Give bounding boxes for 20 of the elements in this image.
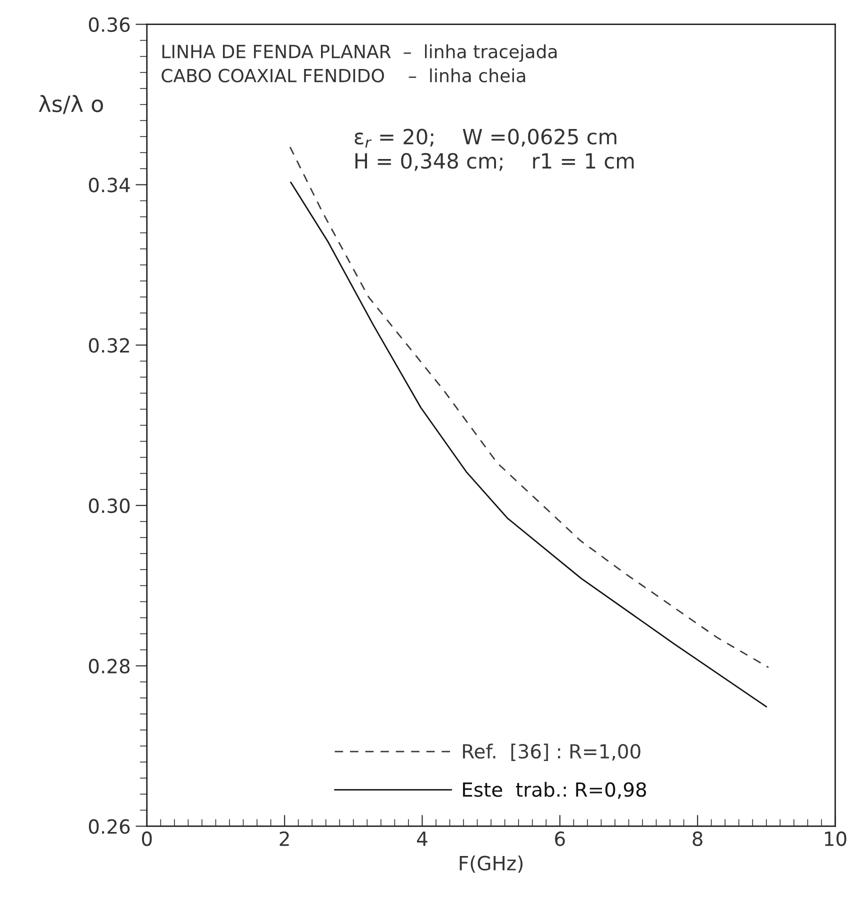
x-tick-label: 6 bbox=[555, 831, 565, 846]
x-tick-label: 4 bbox=[416, 832, 428, 846]
x-axis-title: F(GHz) bbox=[460, 855, 523, 873]
y-tick-label: 0.36 bbox=[88, 17, 130, 32]
x-tick-label: 0 bbox=[142, 831, 152, 846]
y-tick-label: 0.30 bbox=[88, 498, 130, 514]
x-tick-label: 2 bbox=[280, 831, 289, 846]
y-tick-label: 0.26 bbox=[88, 819, 130, 834]
annotation: ε$_{r}$ = 20; W =0,0625 cm bbox=[354, 128, 616, 148]
annotation: LINHA DE FENDA PLANAR – linha tracejada bbox=[162, 44, 557, 62]
text: Ref. [36] : R=1,00 bbox=[463, 744, 640, 761]
x-tick-label: 10 bbox=[824, 831, 846, 846]
y-axis-title: λs/λ o bbox=[38, 95, 103, 114]
x-tick-label: 8 bbox=[692, 831, 702, 846]
y-tick-label: 0.32 bbox=[88, 338, 129, 353]
y-tick-label: 0.34 bbox=[88, 178, 130, 192]
annotation: CABO COAXIAL FENDIDO – linha cheia bbox=[162, 68, 526, 82]
y-tick-label: 0.28 bbox=[88, 658, 130, 674]
annotation: H = 0,348 cm; r1 = 1 cm bbox=[355, 152, 634, 171]
text: Este trab.: R=0,98 bbox=[463, 782, 646, 799]
